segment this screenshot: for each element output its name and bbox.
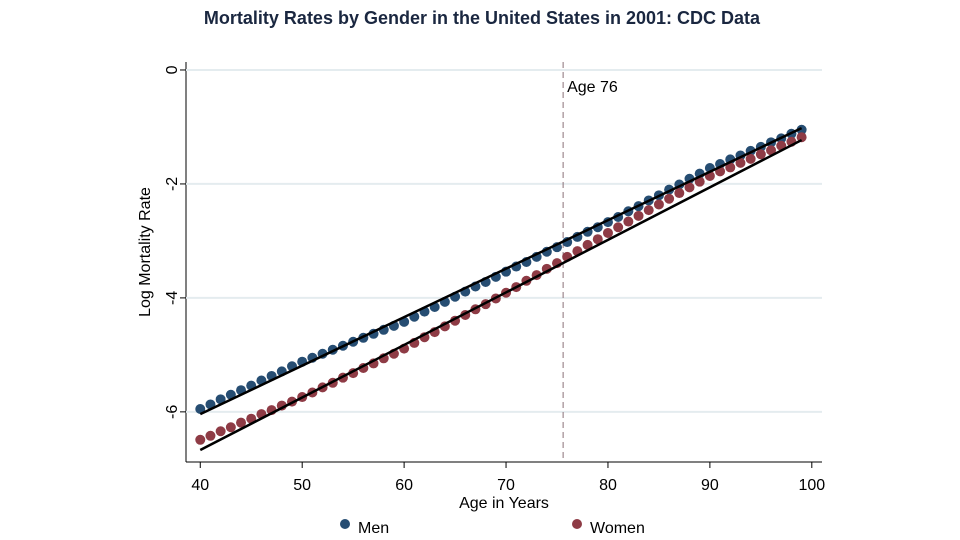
y-tick-label: 0 [164,65,181,74]
point [236,417,247,428]
point [796,132,807,143]
x-tick-label: 50 [293,477,311,494]
point [643,205,654,216]
x-tick-label: 90 [701,477,719,494]
x-tick-label: 60 [395,477,413,494]
point [735,157,746,168]
fit-line [199,138,803,452]
point [684,182,695,193]
y-tick-label: -6 [164,405,181,419]
point [215,394,226,405]
x-tick-label: 70 [497,477,515,494]
point [766,145,777,156]
point [755,149,766,160]
point [602,227,613,238]
point [225,422,236,433]
point [674,188,685,199]
x-axis-title: Age in Years [459,495,549,512]
legend-marker [340,519,350,529]
point [664,193,675,204]
legend-label: Women [590,520,645,537]
point [592,234,603,245]
point [215,426,226,437]
fit-line [199,126,803,416]
point [582,239,593,250]
legend-label: Men [358,520,389,537]
point [745,153,756,164]
point [694,176,705,187]
legend-marker [572,519,582,529]
point [796,124,807,135]
point [725,162,736,173]
point [633,210,644,221]
x-tick-label: 80 [599,477,617,494]
point [195,404,206,415]
point [653,199,664,210]
y-axis-title: Log Mortality Rate [137,187,154,317]
x-tick-label: 40 [191,477,209,494]
point [613,222,624,233]
x-tick-label: 100 [798,477,825,494]
chart-title: Mortality Rates by Gender in the United … [204,8,761,28]
point [623,216,634,227]
y-tick-label: -2 [164,177,181,191]
point [205,430,216,441]
annotation: Age 76 [567,79,618,96]
point [195,434,206,445]
y-tick-label: -4 [164,291,181,305]
